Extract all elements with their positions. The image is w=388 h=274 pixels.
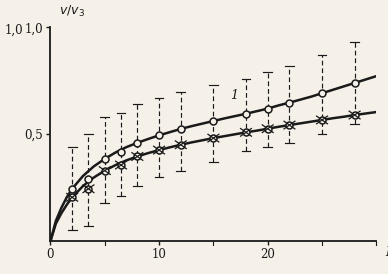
Text: 1,0: 1,0 <box>5 24 23 37</box>
Text: 1: 1 <box>230 89 238 102</box>
Text: $v/v_3$: $v/v_3$ <box>59 4 85 19</box>
Text: D/L: D/L <box>385 246 388 259</box>
